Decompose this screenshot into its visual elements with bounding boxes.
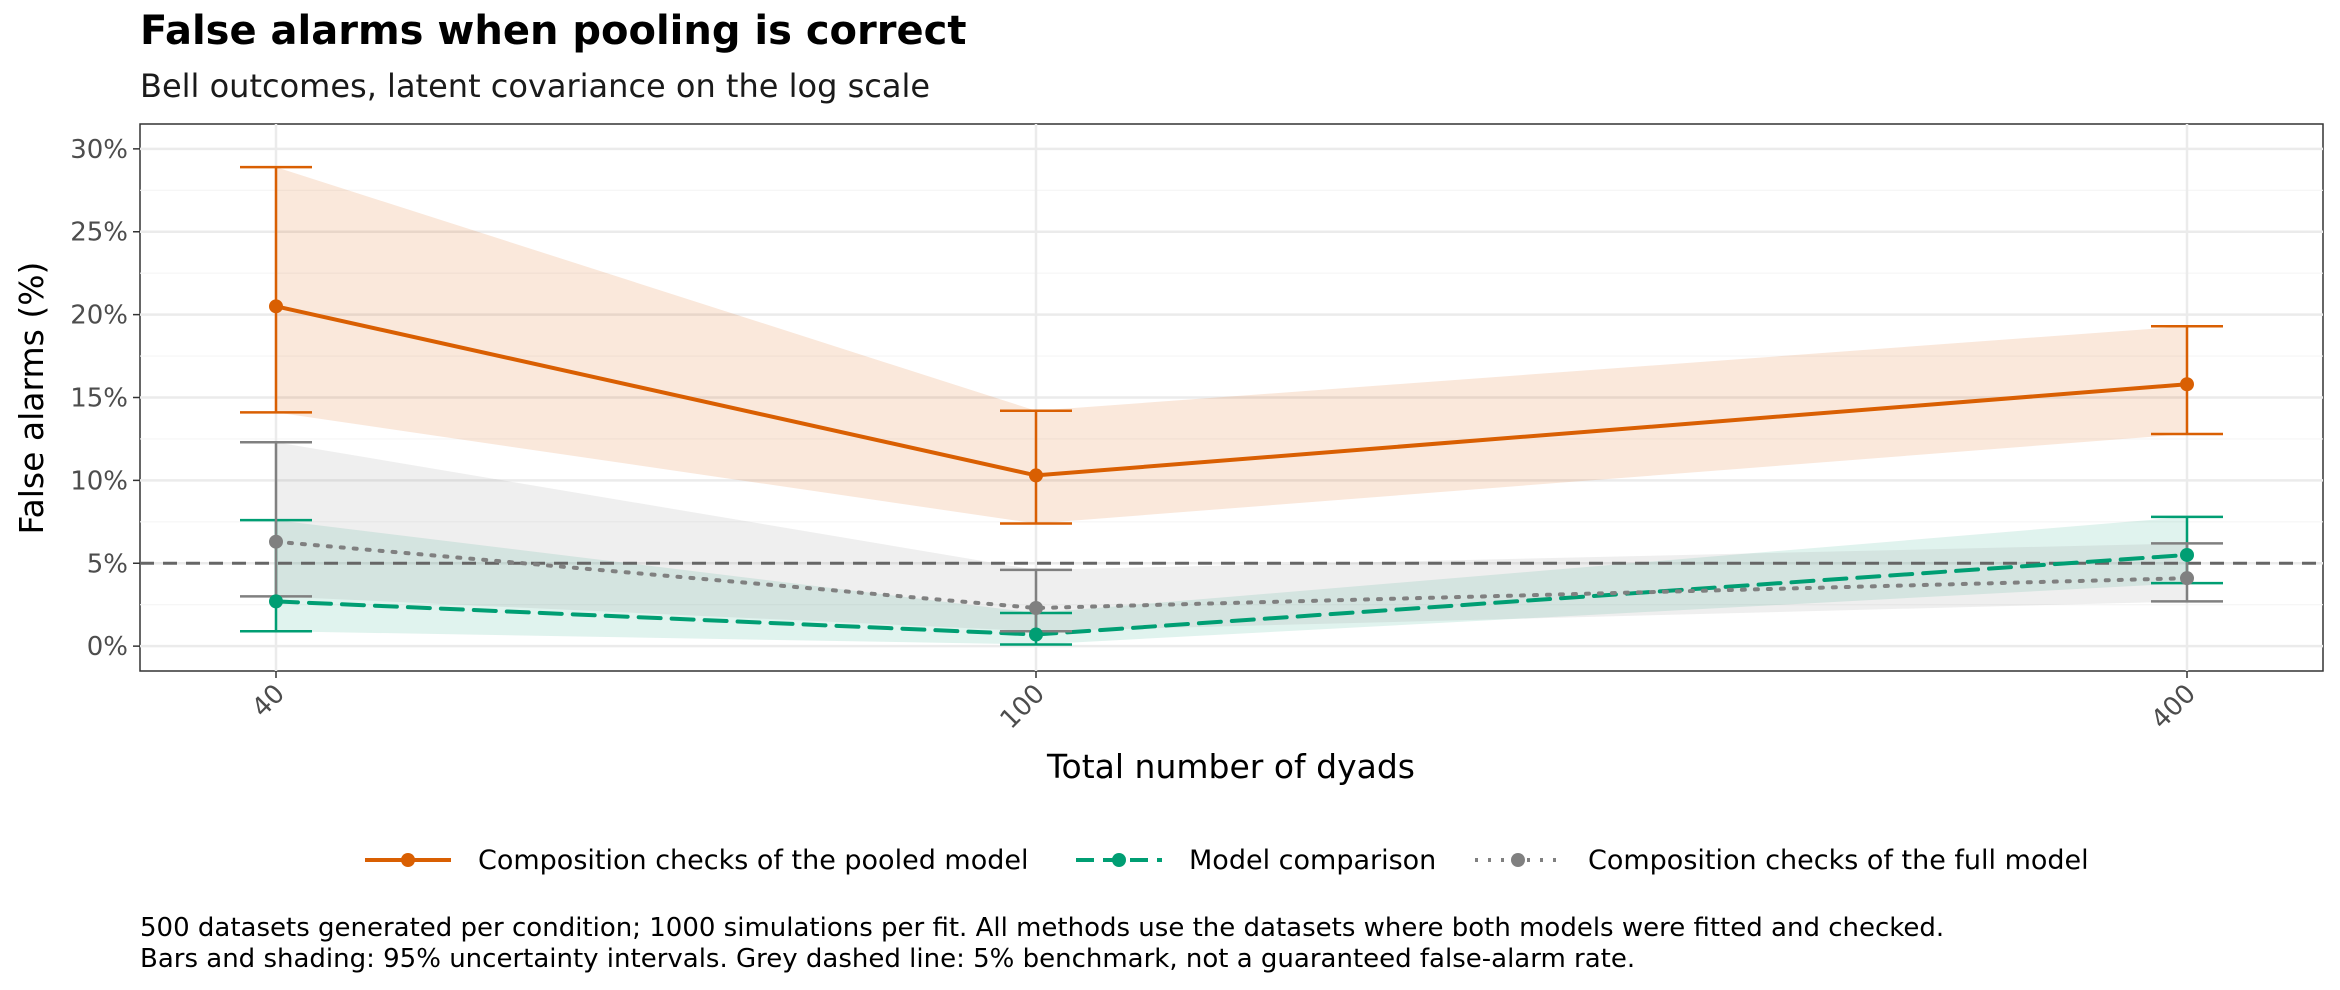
data-points bbox=[269, 299, 2194, 642]
data-point bbox=[2180, 377, 2194, 392]
caption-line-2: Bars and shading: 95% uncertainty interv… bbox=[140, 944, 1635, 974]
legend-key-point-3 bbox=[1511, 853, 1525, 867]
data-point bbox=[2180, 547, 2194, 562]
chart-subtitle: Bell outcomes, latent covariance on the … bbox=[140, 67, 930, 105]
y-tick-label: 10% bbox=[70, 466, 128, 496]
legend-label-3: Composition checks of the full model bbox=[1588, 845, 2089, 876]
band-2 bbox=[276, 516, 2187, 645]
legend-key-point-2 bbox=[1112, 853, 1126, 867]
y-tick-label: 5% bbox=[87, 549, 128, 579]
y-axis-label: False alarms (%) bbox=[12, 262, 51, 535]
y-tick-label: 0% bbox=[87, 632, 128, 662]
data-point bbox=[1029, 468, 1043, 483]
y-tick-label: 20% bbox=[70, 301, 128, 331]
data-point bbox=[2180, 571, 2194, 586]
y-tick-label: 15% bbox=[70, 384, 128, 414]
data-point bbox=[269, 299, 283, 314]
legend-label-1: Composition checks of the pooled model bbox=[478, 845, 1028, 876]
legend-key-point-1 bbox=[401, 853, 415, 867]
chart-title: False alarms when pooling is correct bbox=[140, 8, 966, 54]
data-point bbox=[269, 534, 283, 549]
legend-label-2: Model comparison bbox=[1189, 845, 1436, 876]
data-point bbox=[269, 594, 283, 609]
grid-layer bbox=[140, 124, 2323, 671]
data-point bbox=[1029, 627, 1043, 642]
caption-line-1: 500 datasets generated per condition; 10… bbox=[140, 913, 1944, 943]
data-point bbox=[1029, 601, 1043, 616]
y-tick-label: 30% bbox=[70, 135, 128, 165]
legend: Composition checks of the pooled model Mo… bbox=[365, 845, 2089, 876]
x-tick-label: 400 bbox=[2146, 679, 2202, 735]
y-tick-label: 25% bbox=[70, 218, 128, 248]
band-1 bbox=[276, 167, 2187, 524]
x-tick-label: 40 bbox=[246, 679, 291, 724]
x-axis-label: Total number of dyads bbox=[1046, 747, 1415, 786]
error-bars bbox=[240, 165, 2223, 646]
x-tick-label: 100 bbox=[995, 679, 1051, 735]
